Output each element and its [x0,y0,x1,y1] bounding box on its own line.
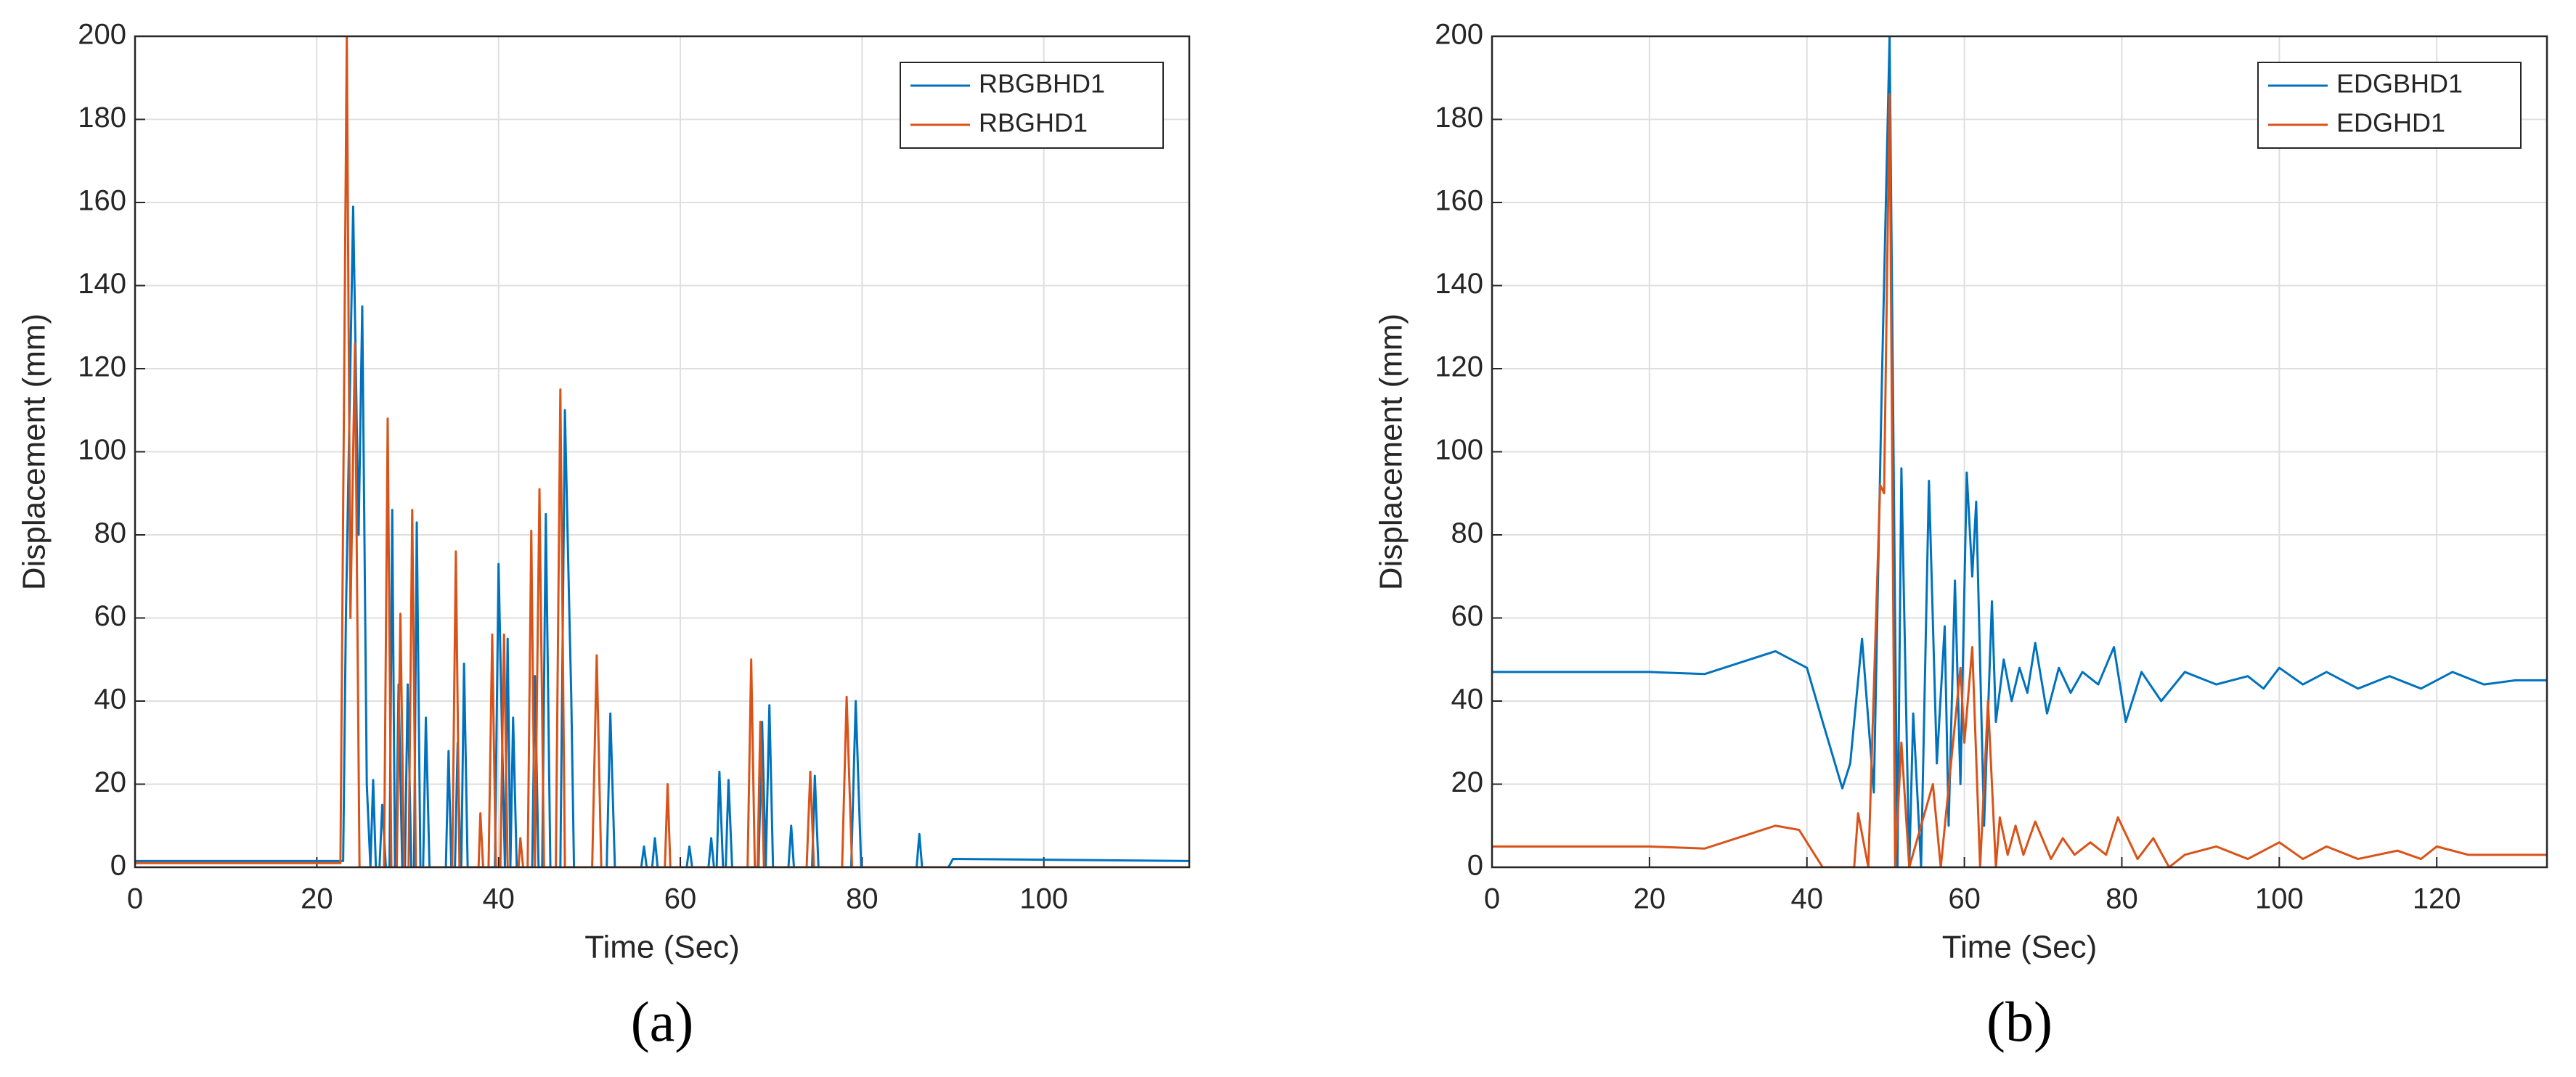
y-tick-label: 0 [110,850,126,882]
x-tick-label: 0 [1484,883,1500,915]
x-tick-label: 80 [846,883,879,915]
y-tick-label: 60 [1451,600,1484,632]
x-tick-label: 100 [1019,883,1068,915]
y-tick-label: 200 [1435,19,1483,51]
y-tick-label: 200 [78,19,126,51]
y-tick-label: 180 [1435,102,1483,134]
x-tick-label: 20 [301,883,333,915]
y-axis-label: Displacement (mm) [17,314,52,590]
y-tick-label: 60 [94,600,127,632]
y-tick-label: 120 [1435,351,1483,383]
x-tick-label: 100 [2255,883,2304,915]
x-axis-label: Time (Sec) [584,930,740,965]
legend-label: RBGBHD1 [979,69,1105,99]
y-tick-label: 80 [1451,517,1484,549]
caption: (a) [631,990,694,1053]
axes-box [1491,35,2548,869]
y-tick-label: 20 [94,766,127,798]
x-tick-label: 60 [1948,883,1981,915]
legend-label: EDGBHD1 [2336,69,2463,99]
y-tick-label: 20 [1451,766,1484,798]
y-tick-label: 0 [1467,850,1483,882]
axes-box [134,35,1191,869]
y-tick-label: 140 [78,268,126,300]
data-line [1492,36,2547,867]
y-tick-label: 80 [94,517,127,549]
legend-box [900,62,1164,149]
x-tick-label: 60 [664,883,697,915]
x-tick-label: 40 [482,883,515,915]
y-tick-label: 40 [1451,684,1484,716]
caption: (b) [1986,990,2053,1053]
x-tick-label: 40 [1790,883,1823,915]
y-tick-label: 140 [1435,268,1483,300]
x-tick-label: 20 [1634,883,1666,915]
data-line [1492,93,2547,867]
legend-label: RBGHD1 [979,108,1088,138]
y-tick-label: 100 [1435,434,1483,466]
x-tick-label: 0 [127,883,143,915]
legend-label: EDGHD1 [2336,108,2445,138]
y-tick-label: 160 [1435,185,1483,217]
y-tick-label: 160 [78,185,126,217]
y-tick-label: 100 [78,434,126,466]
y-tick-label: 40 [94,684,127,716]
x-tick-label: 120 [2413,883,2461,915]
y-tick-label: 120 [78,351,126,383]
data-line [135,205,1189,867]
x-axis-label: Time (Sec) [1942,930,2098,965]
data-line [135,36,1189,867]
y-tick-label: 180 [78,102,126,134]
y-axis-label: Displacement (mm) [1374,314,1409,590]
x-tick-label: 80 [2106,883,2138,915]
legend-box [2257,62,2522,149]
